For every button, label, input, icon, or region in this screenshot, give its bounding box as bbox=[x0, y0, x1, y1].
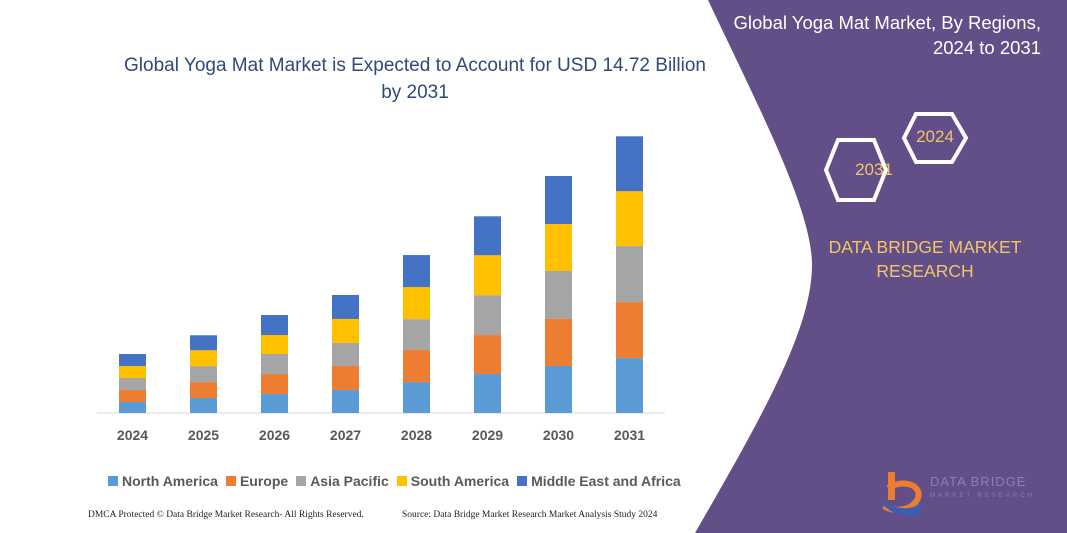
legend-label: North America bbox=[122, 473, 218, 489]
brand-line1: DATA BRIDGE MARKET bbox=[828, 237, 1022, 257]
bar-2025-europe bbox=[190, 382, 217, 399]
legend-item: Europe bbox=[225, 473, 289, 489]
logo-subtext: MARKET RESEARCH bbox=[930, 493, 1035, 499]
bar-2031-middle-east-and-africa bbox=[616, 136, 643, 192]
chart-legend: North America Europe Asia Pacific South Ame… bbox=[108, 473, 681, 489]
bar-2026-middle-east-and-africa bbox=[261, 315, 288, 336]
legend-swatch bbox=[108, 476, 118, 486]
bar-2024-south-america bbox=[119, 365, 146, 378]
legend-label: Europe bbox=[239, 473, 289, 489]
legend-label: Middle East and Africa bbox=[531, 473, 681, 489]
purple-panel bbox=[695, 0, 1067, 533]
bar-2026-asia-pacific bbox=[261, 353, 288, 375]
bar-2025-middle-east-and-africa bbox=[190, 335, 217, 351]
bar-2029-middle-east-and-africa bbox=[474, 216, 501, 256]
bar-2027-north-america bbox=[332, 389, 359, 413]
footer-copyright: DMCA Protected © Data Bridge Market Rese… bbox=[88, 510, 364, 520]
legend-item: North America bbox=[108, 473, 218, 489]
x-tick-label: 2024 bbox=[117, 427, 148, 443]
x-tick-label: 2026 bbox=[259, 427, 290, 443]
bar-2025-south-america bbox=[190, 350, 217, 367]
x-tick-label: 2031 bbox=[614, 427, 645, 443]
bar-2026-south-america bbox=[261, 335, 288, 354]
bar-2025-north-america bbox=[190, 398, 217, 413]
legend-label: Asia Pacific bbox=[310, 473, 389, 489]
stacked-bar-chart: 2024 2025 2026 2027 2028 2029 2030 2031 bbox=[97, 136, 665, 443]
bar-2029-south-america bbox=[474, 255, 501, 296]
bar-2030-asia-pacific bbox=[545, 271, 572, 319]
x-tick-label: 2027 bbox=[330, 427, 361, 443]
bar-2027-middle-east-and-africa bbox=[332, 294, 359, 319]
bar-2031-south-america bbox=[616, 191, 643, 247]
hex-label-2024: 2024 bbox=[916, 127, 954, 146]
bar-2027-south-america bbox=[332, 318, 359, 343]
side-panel-title-line1: Global Yoga Mat Market, By Regions, bbox=[733, 12, 1041, 33]
x-tick-label: 2029 bbox=[472, 427, 503, 443]
bar-2028-north-america bbox=[403, 382, 430, 413]
bar-2027-asia-pacific bbox=[332, 342, 359, 366]
bar-2027-europe bbox=[332, 365, 359, 390]
x-tick-label: 2030 bbox=[543, 427, 574, 443]
bar-2031-europe bbox=[616, 302, 643, 359]
hexagon-2024 bbox=[901, 112, 969, 164]
chart-title: Global Yoga Mat Market is Expected to Ac… bbox=[124, 55, 706, 103]
data-bridge-logo-icon bbox=[880, 472, 922, 516]
side-panel-title-line2: 2024 to 2031 bbox=[932, 37, 1041, 58]
bar-2024-north-america bbox=[119, 401, 146, 413]
bar-2030-middle-east-and-africa bbox=[545, 176, 572, 224]
legend-swatch bbox=[296, 476, 307, 486]
bar-2029-asia-pacific bbox=[474, 295, 501, 336]
logo-text: DATA BRIDGE bbox=[930, 474, 1027, 489]
brand-name: DATA BRIDGE MARKET RESEARCH bbox=[790, 235, 1060, 283]
bar-2029-north-america bbox=[474, 374, 501, 413]
bar-2024-middle-east-and-africa bbox=[119, 353, 146, 366]
legend-item: Asia Pacific bbox=[296, 473, 389, 489]
legend-item: Middle East and Africa bbox=[517, 473, 681, 489]
legend-label: South America bbox=[410, 473, 510, 489]
bar-2028-middle-east-and-africa bbox=[403, 255, 430, 288]
bar-2031-asia-pacific bbox=[616, 246, 643, 303]
legend-swatch bbox=[225, 476, 236, 486]
bar-2031-north-america bbox=[616, 358, 643, 413]
legend-swatch bbox=[396, 476, 407, 486]
bar-2029-europe bbox=[474, 335, 501, 375]
bar-2030-europe bbox=[545, 318, 572, 366]
bar-2028-asia-pacific bbox=[403, 319, 430, 351]
bar-2028-europe bbox=[403, 350, 430, 383]
x-tick-label: 2025 bbox=[188, 427, 219, 443]
bar-2028-south-america bbox=[403, 287, 430, 320]
x-tick-label: 2028 bbox=[401, 427, 432, 443]
legend-item: South America bbox=[396, 473, 510, 489]
bar-2025-asia-pacific bbox=[190, 366, 217, 383]
bar-2026-europe bbox=[261, 374, 288, 395]
bar-2026-north-america bbox=[261, 394, 288, 413]
bar-2024-asia-pacific bbox=[119, 377, 146, 390]
hexagon-2031 bbox=[823, 138, 889, 202]
bar-2030-north-america bbox=[545, 365, 572, 413]
brand-line2: RESEARCH bbox=[876, 261, 974, 281]
hex-label-2031: 2031 bbox=[855, 160, 893, 179]
legend-swatch bbox=[517, 476, 528, 486]
side-panel-title: Global Yoga Mat Market, By Regions, 2024… bbox=[734, 10, 1041, 60]
bar-2030-south-america bbox=[545, 223, 572, 272]
footer-source: Source: Data Bridge Market Research Mark… bbox=[402, 510, 658, 520]
bar-2024-europe bbox=[119, 389, 146, 402]
